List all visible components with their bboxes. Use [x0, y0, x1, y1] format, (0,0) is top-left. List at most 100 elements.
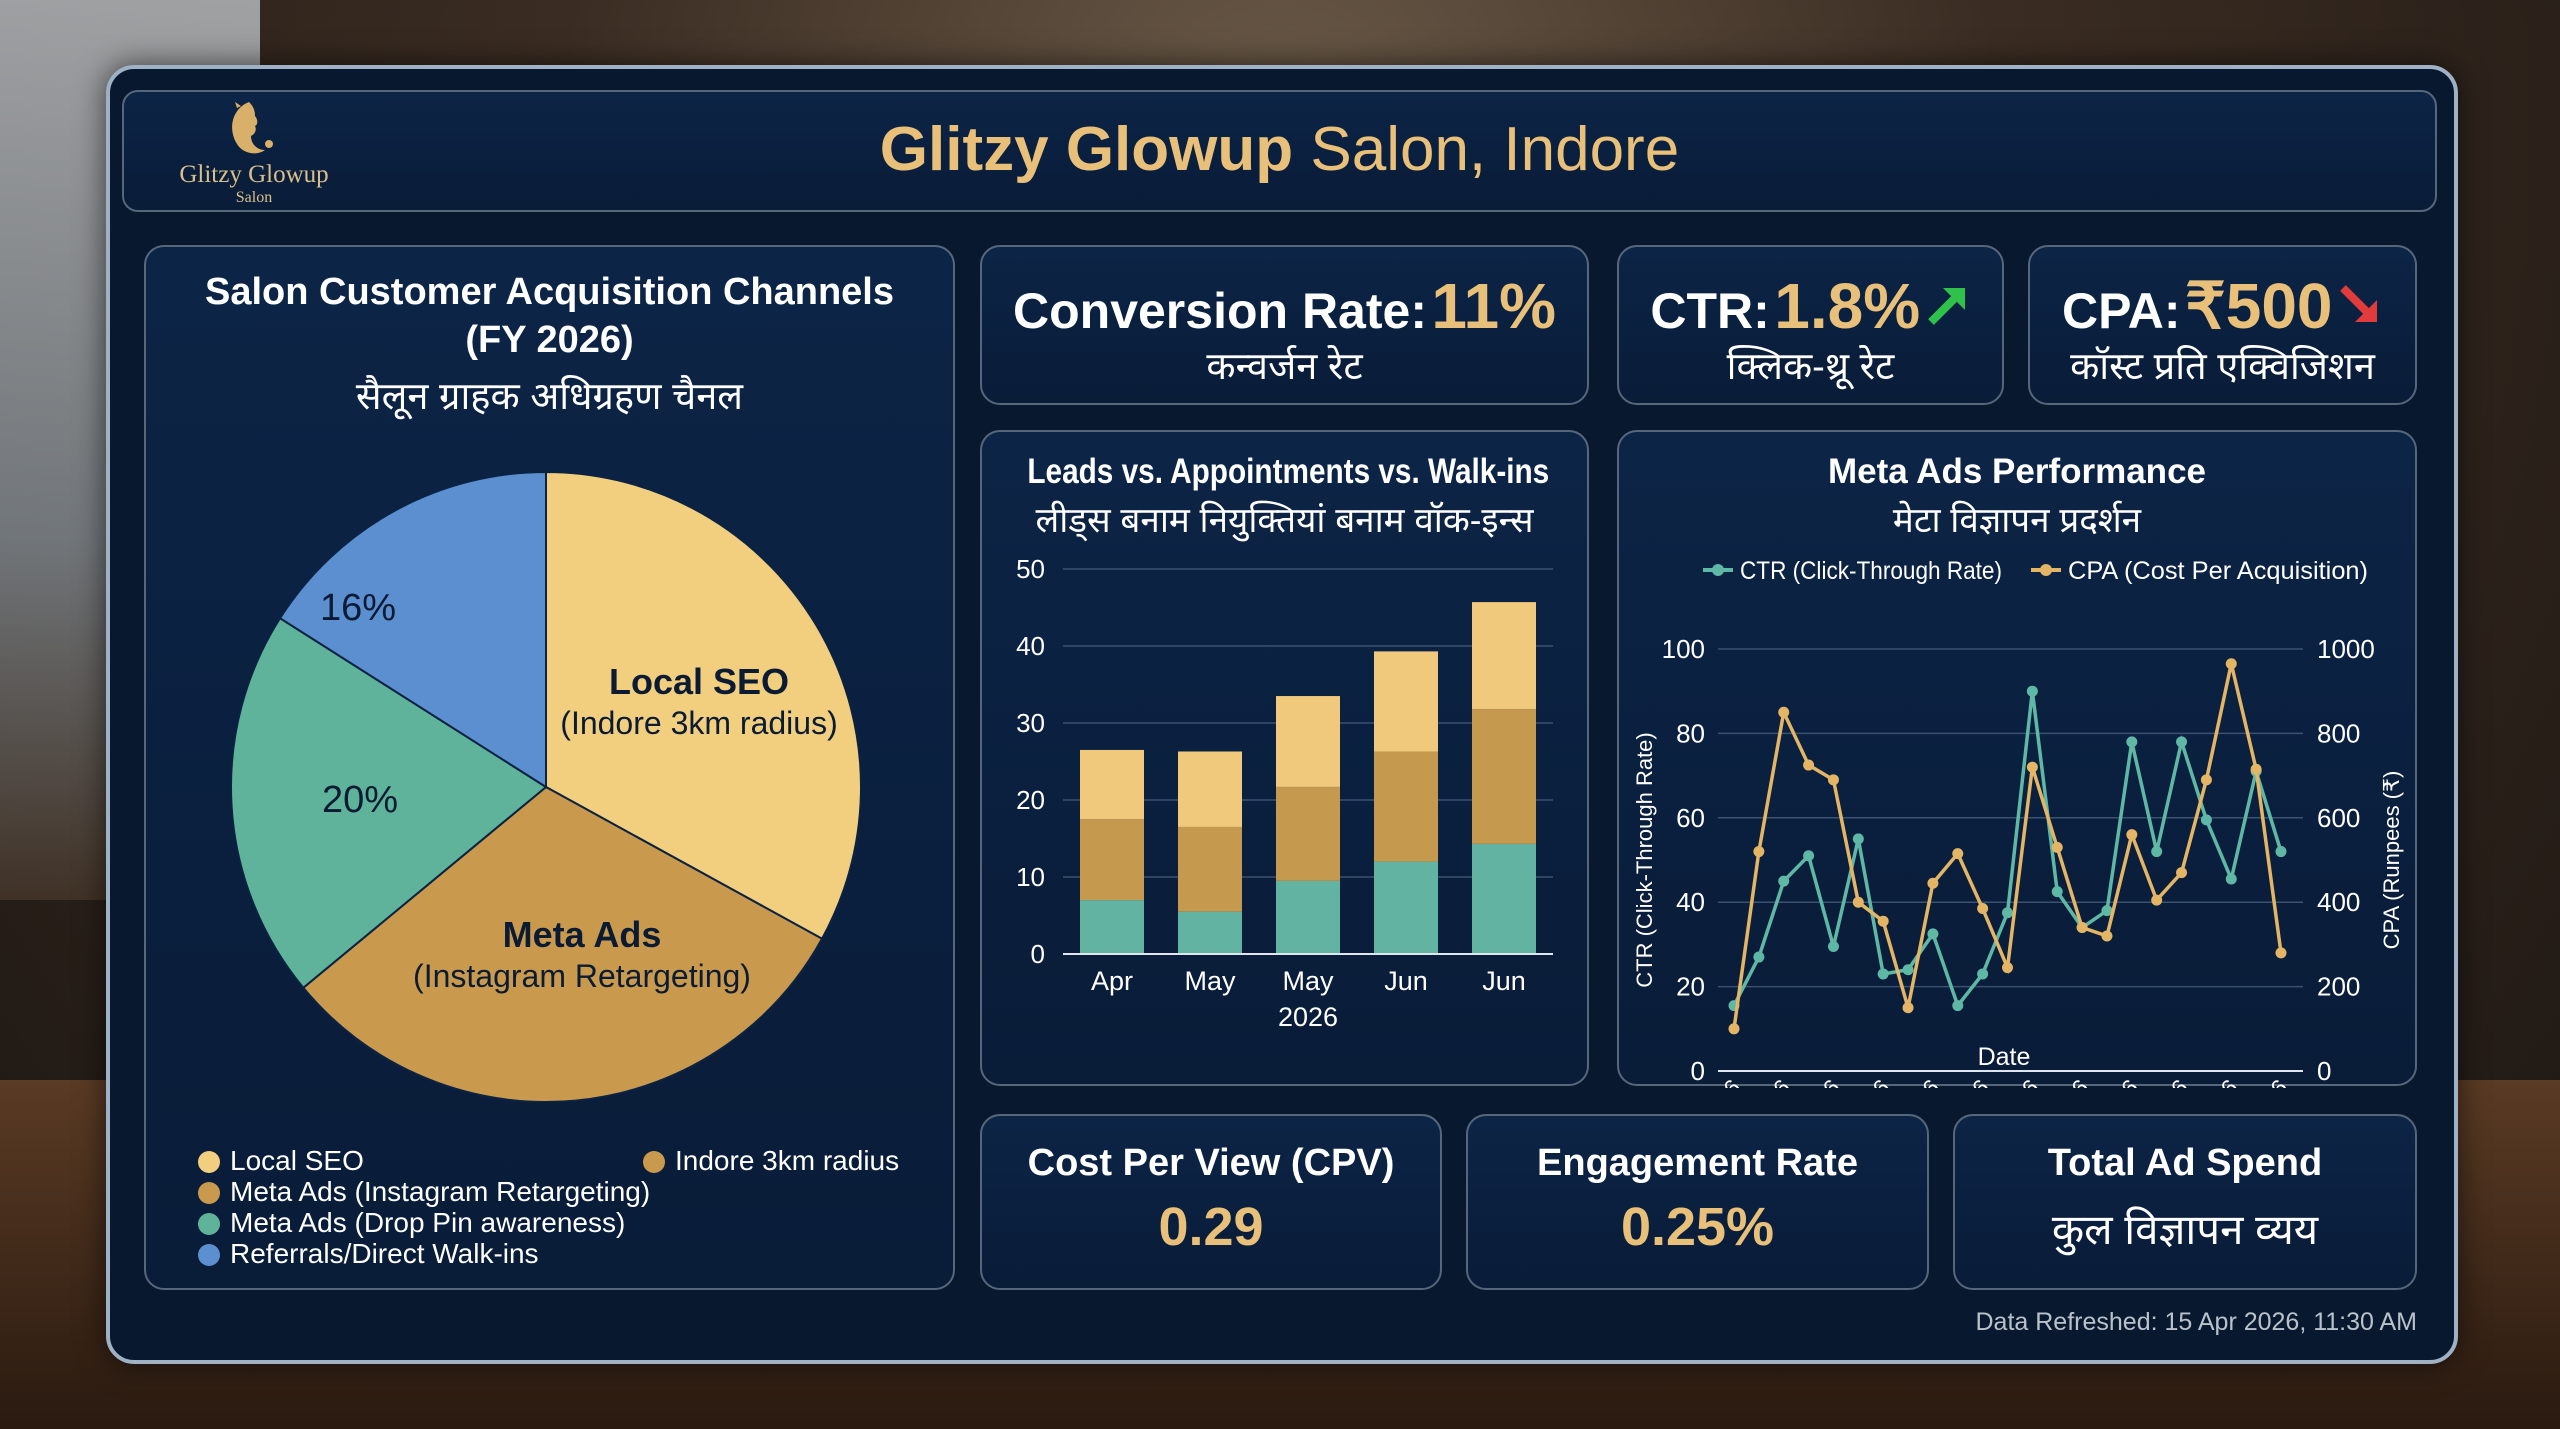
x-tick-label: Apr — [1091, 966, 1133, 996]
engagement-label: Engagement Rate — [1537, 1142, 1858, 1184]
x-tick-label: Jun — [1384, 966, 1428, 996]
line-chart-subtitle: मेटा विज्ञापन प्रदर्शन — [1892, 501, 2142, 540]
data-point — [1803, 850, 1815, 862]
series-line — [1732, 663, 2283, 1030]
pie-slice — [545, 470, 862, 941]
data-point — [2176, 736, 2188, 748]
legend-dot — [198, 1151, 220, 1173]
engagement-rate-card: Engagement Rate 0.25% — [1466, 1114, 1929, 1290]
bar-segment — [1080, 749, 1144, 820]
pie-slice — [278, 470, 547, 789]
pie-slice — [230, 616, 548, 990]
data-point — [1753, 951, 1765, 963]
legend-item: Referrals/Direct Walk-ins — [198, 1238, 650, 1269]
y-tick-label: 10 — [1016, 862, 1045, 892]
x-tick-label: May — [1282, 966, 1334, 996]
header-bar: Glitzy Glowup Salon Glitzy Glowup Salon,… — [122, 90, 2437, 212]
data-point — [2126, 829, 2138, 841]
legend-dot — [643, 1151, 665, 1173]
data-point — [2225, 658, 2237, 670]
data-point — [1927, 928, 1939, 940]
bar-chart-title: Leads vs. Appointments vs. Walk-ins — [1027, 452, 1550, 491]
pie-label-local-seo-sub: (Indore 3km radius) — [560, 705, 837, 741]
meta-ads-line-chart-panel: Meta Ads Performance मेटा विज्ञापन प्रदर… — [1617, 430, 2417, 1088]
kpi-value: ₹500 — [2185, 270, 2333, 342]
pie-label-local-seo: Local SEO — [609, 661, 789, 702]
bar-segment — [1080, 819, 1144, 901]
y2-axis-title: CPA (Runpees (₹) — [2379, 771, 2404, 950]
total-ad-spend-card: Total Ad Spend कुल विज्ञापन व्यय — [1953, 1114, 2417, 1290]
legend-dot — [198, 1213, 220, 1235]
engagement-value: 0.25% — [1620, 1197, 1775, 1257]
y2-tick-label: 0 — [2317, 1056, 2331, 1086]
pie-label-meta-ads-sub: (Instagram Retargeting) — [413, 958, 751, 994]
page-title: Glitzy Glowup Salon, Indore — [124, 114, 2435, 185]
y-tick-label: 100 — [1662, 634, 1705, 664]
y-tick-label: 60 — [1676, 803, 1705, 833]
y2-tick-label: 800 — [2317, 718, 2360, 748]
data-point — [1877, 915, 1889, 927]
ctr-card: CTR: 1.8% क्लिक-थ्रू रेट — [1617, 245, 2004, 405]
cpv-value: 0.29 — [1158, 1197, 1264, 1257]
y-tick-label: 40 — [1676, 887, 1705, 917]
data-point — [2101, 905, 2113, 917]
data-point — [2200, 774, 2212, 786]
kpi-hindi: क्लिक-थ्रू रेट — [1726, 346, 1895, 388]
data-point — [1952, 1000, 1964, 1012]
y2-tick-label: 200 — [2317, 972, 2360, 1002]
y-tick-label: 20 — [1676, 972, 1705, 1002]
data-point — [1827, 774, 1839, 786]
bar-segment — [1472, 843, 1536, 954]
data-point — [2076, 922, 2088, 934]
y2-tick-label: 400 — [2317, 887, 2360, 917]
data-point — [2051, 886, 2063, 898]
legend-label: Indore 3km radius — [675, 1145, 900, 1176]
x-tick-label: Jan-26 — [1677, 1074, 1745, 1088]
y-tick-label: 20 — [1016, 785, 1045, 815]
pie-label-meta-ads: Meta Ads — [503, 914, 662, 955]
pie-title-line1: Salon Customer Acquisition Channels — [204, 271, 894, 313]
legend-cpa: CPA (Cost Per Acquisition) — [2068, 557, 2368, 585]
trend-up-arrow-icon — [1927, 288, 1965, 325]
line-chart: CTR (Click-Through Rate) CPA (Cost Per A… — [1632, 557, 2404, 1088]
data-refreshed-timestamp: Data Refreshed: 15 Apr 2026, 11:30 AM — [1975, 1308, 2418, 1336]
y-tick-label: 80 — [1676, 718, 1705, 748]
kpi-row: Conversion Rate: 11% — [982, 269, 1587, 343]
bar-segment — [1178, 826, 1242, 912]
line-chart-title: Meta Ads Performance — [1828, 452, 2206, 491]
bar-chart: 0 10 20 30 40 50 Apr May May Jun Jun 2026 — [1016, 554, 1553, 1032]
y-axis-title: CTR (Click-Through Rate) — [1632, 732, 1657, 988]
data-point — [1952, 848, 1964, 860]
cpv-card: Cost Per View (CPV) 0.29 — [980, 1114, 1442, 1290]
pie-legend: Local SEO Meta Ads (Instagram Retargetin… — [198, 1145, 650, 1269]
y-tick-label: 40 — [1016, 631, 1045, 661]
legend-label: Local SEO — [230, 1145, 364, 1176]
trend-down-arrow-icon — [2340, 285, 2377, 322]
pie-label-green-pct: 20% — [322, 779, 398, 821]
data-point — [2051, 841, 2063, 853]
data-point — [2151, 894, 2163, 906]
bar-segment — [1178, 751, 1242, 827]
ad-spend-label: Total Ad Spend — [2047, 1142, 2323, 1184]
data-point — [1877, 968, 1889, 980]
salon-logo: Glitzy Glowup Salon — [164, 98, 344, 207]
kpi-value: 1.8% — [1774, 270, 1921, 342]
legend-item: Meta Ads (Drop Pin awareness) — [198, 1207, 650, 1238]
acquisition-channels-panel: Salon Customer Acquisition Channels (FY … — [144, 245, 955, 1290]
title-location: Salon, Indore — [1310, 115, 1680, 184]
cpa-card: CPA: ₹500 कॉस्ट प्रति एक्विजिशन — [2028, 245, 2417, 405]
pie-chart: 16% 20% Local SEO (Indore 3km radius) Me… — [230, 470, 862, 1104]
legend-label: Referrals/Direct Walk-ins — [230, 1238, 539, 1269]
kpi-label: CTR: — [1650, 283, 1770, 339]
data-point — [1977, 903, 1989, 915]
data-point — [1852, 833, 1864, 845]
data-point — [1778, 706, 1790, 718]
bar-segment — [1472, 602, 1536, 710]
kpi-row: CTR: 1.8% — [1619, 269, 2002, 343]
pie-title-hindi: सैलून ग्राहक अधिग्रहण चैनल — [355, 376, 744, 418]
conversion-rate-card: Conversion Rate: 11% कन्वर्जन रेट — [980, 245, 1589, 405]
kpi-hindi: कॉस्ट प्रति एक्विजिशन — [2070, 346, 2375, 388]
data-point — [1803, 759, 1815, 771]
data-point — [2002, 907, 2013, 919]
legend-dot — [198, 1182, 220, 1204]
